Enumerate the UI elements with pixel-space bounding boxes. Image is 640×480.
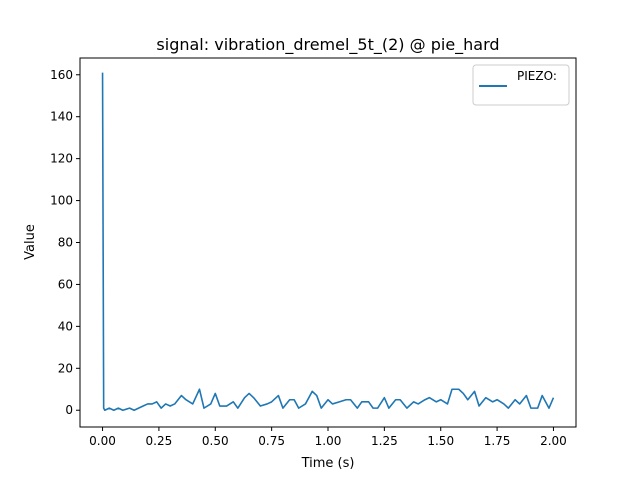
series-line-0: [101, 72, 555, 412]
y-tick-label: 40: [58, 319, 73, 333]
y-tick-label: 140: [50, 110, 73, 124]
x-tick-label: 2.00: [540, 434, 567, 448]
y-tick-label: 120: [50, 152, 73, 166]
y-axis-ticks: 0 20 40 60 80 100 120 140 160: [50, 68, 80, 417]
x-tick-label: 1.50: [427, 434, 454, 448]
legend-box: [472, 64, 570, 106]
x-tick-label: 1.25: [371, 434, 398, 448]
x-tick-label: 0.00: [89, 434, 116, 448]
x-tick-label: 1.75: [484, 434, 511, 448]
legend-label: PIEZO:: [517, 69, 557, 83]
y-tick-label: 160: [50, 68, 73, 82]
x-axis-ticks: 0.00 0.25 0.50 0.75 1.00 1.25 1.50 1.75 2.00: [89, 427, 567, 448]
x-tick-label: 1.00: [315, 434, 342, 448]
y-axis-label: Value: [23, 224, 38, 260]
x-tick-label: 0.50: [202, 434, 229, 448]
y-tick-label: 60: [58, 277, 73, 291]
legend: PIEZO:: [472, 64, 570, 106]
y-tick-label: 80: [58, 236, 73, 250]
x-tick-label: 0.25: [146, 434, 173, 448]
chart-title: signal: vibration_dremel_5t_(2) @ pie_ha…: [156, 35, 499, 55]
series-layer: [101, 72, 555, 412]
y-tick-label: 20: [58, 361, 73, 375]
y-tick-label: 0: [65, 403, 73, 417]
plot-area-frame: [79, 57, 577, 428]
y-tick-label: 100: [50, 194, 73, 208]
x-tick-label: 0.75: [258, 434, 285, 448]
x-axis-label: Time (s): [301, 456, 355, 471]
